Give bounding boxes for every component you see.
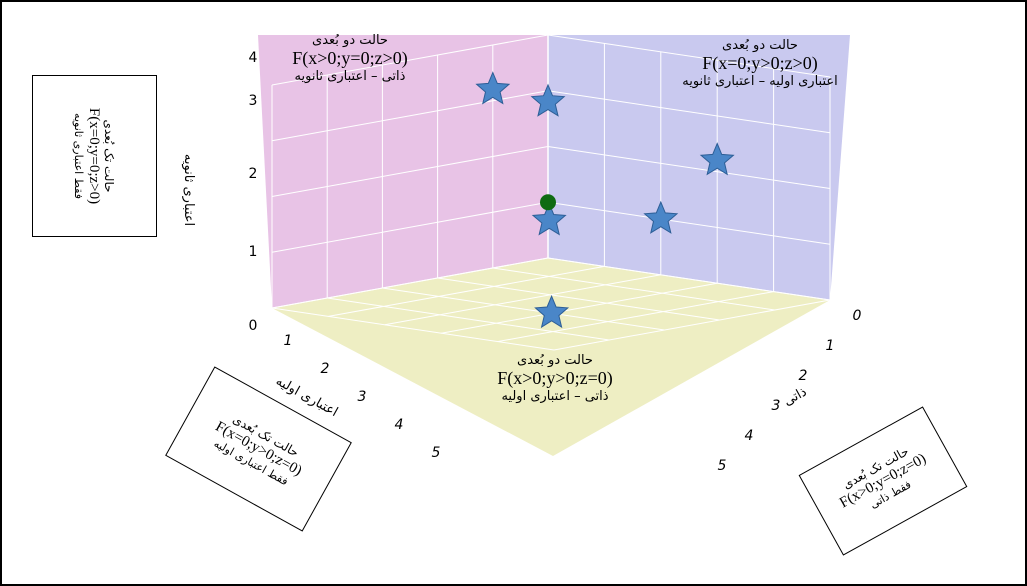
box-z-only-title: حالت تک بُعدی (103, 119, 117, 192)
wall-right-desc: اعتباری اولیه – اعتباری ثانویه (660, 74, 860, 89)
y-tick-label: 2 (321, 361, 330, 377)
z-tick-label: 2 (249, 166, 258, 182)
y-tick-label: 4 (395, 417, 404, 433)
data-point-circle (540, 194, 556, 210)
wall-right-title: حالت دو بُعدی (660, 38, 860, 53)
x-tick-label: 0 (853, 308, 862, 324)
wall-right-annotation: حالت دو بُعدی F(x=0;y>0;z>0) اعتباری اول… (660, 38, 860, 89)
box-z-only-desc: فقط اعتباری ثانویه (73, 113, 86, 199)
wall-left-annotation: حالت دو بُعدی F(x>0;y=0;z>0) ذاتی – اعتب… (275, 33, 425, 84)
x-tick-label: 3 (772, 398, 781, 414)
y-tick-label: 5 (432, 445, 441, 461)
y-tick-label: 3 (358, 389, 367, 405)
z-tick-label: 0 (249, 318, 258, 334)
wall-left-formula: F(x>0;y=0;z>0) (275, 48, 425, 69)
x-tick-label: 1 (826, 338, 835, 354)
floor-desc: ذاتی – اعتباری اولیه (465, 389, 645, 404)
y-tick-label: 1 (284, 333, 293, 349)
z-axis-label: اعتباری ثانویه (181, 154, 196, 226)
x-tick-label: 2 (799, 368, 808, 384)
z-tick-label: 4 (249, 50, 258, 66)
z-tick-label: 3 (249, 93, 258, 109)
floor-title: حالت دو بُعدی (465, 353, 645, 368)
wall-right-formula: F(x=0;y>0;z>0) (660, 53, 860, 74)
box-z-only: حالت تک بُعدی F(x=0;y=0;z>0) فقط اعتباری… (32, 75, 157, 237)
wall-left-desc: ذاتی – اعتباری ثانویه (275, 69, 425, 84)
x-tick-label: 4 (745, 428, 754, 444)
floor-annotation: حالت دو بُعدی F(x>0;y>0;z=0) ذاتی – اعتب… (465, 353, 645, 404)
x-tick-label: 5 (718, 458, 727, 474)
z-tick-label: 1 (249, 244, 258, 260)
wall-left-title: حالت دو بُعدی (275, 33, 425, 48)
floor-formula: F(x>0;y>0;z=0) (465, 368, 645, 389)
box-z-only-formula: F(x=0;y=0;z>0) (86, 108, 103, 204)
